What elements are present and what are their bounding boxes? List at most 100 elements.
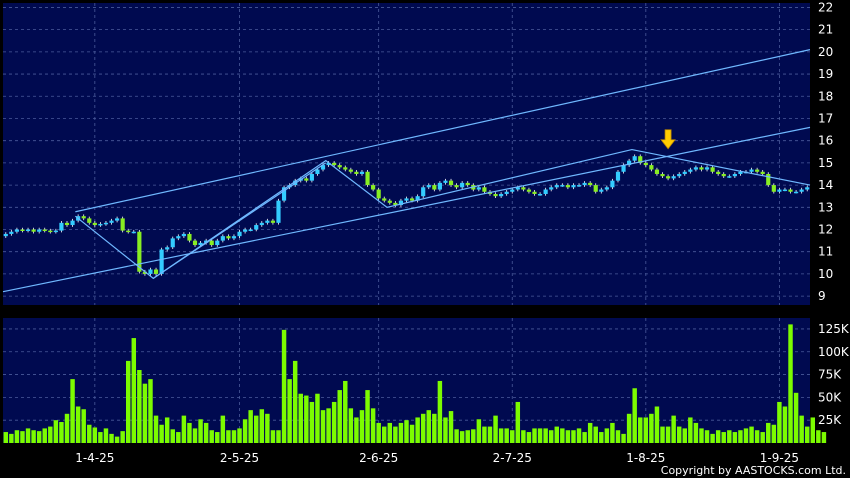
candle-body [493,193,498,197]
candle-body [537,193,543,196]
candle-body [181,233,186,237]
candle-body [276,200,281,223]
candle-body [465,182,470,186]
date-tick-label: 2-7-25 [493,451,532,465]
candle-body [437,182,442,190]
volume-bar [75,406,81,443]
volume-bar [810,417,816,443]
date-tick-label: 2-5-25 [220,451,259,465]
candle-body [482,187,487,192]
volume-bar [760,432,765,443]
volume-bar [276,430,281,443]
candle-body [198,242,203,246]
volume-bar [710,433,715,443]
candle-body [665,176,671,179]
volume-bar [571,430,576,443]
volume-bar [3,432,9,443]
volume-bar [693,422,699,443]
volume-bar [688,417,693,443]
candle-body [432,185,437,190]
volume-bar [493,415,498,443]
candle-body [649,165,654,170]
volume-bar [521,430,526,443]
volume-bar [799,415,804,443]
volume-bar [70,379,75,443]
volume-bar [593,426,598,443]
candle-body [688,169,693,172]
volume-bar [181,415,187,443]
volume-bar [727,430,732,443]
volume-bar [53,420,59,443]
candle-body [14,229,20,232]
volume-bar [582,432,587,443]
volume-bar [231,430,237,443]
volume-bar [654,406,660,443]
trend-line [152,162,327,279]
volume-bar [715,430,721,443]
candle-body [332,162,337,166]
volume-bar [560,428,565,443]
candle-body [37,229,42,232]
candle-body [799,189,804,192]
candle-body [103,222,109,225]
volume-bar [153,415,159,443]
volume-bar [682,428,688,443]
price-panel [3,3,810,305]
trend-line [74,148,811,280]
candle-body [793,191,799,194]
volume-bar [198,419,203,443]
volume-bar [537,428,543,443]
volume-bar [649,413,654,443]
volume-bar [387,422,393,443]
volume-bar [738,430,743,443]
candle-body [270,220,276,223]
candle-body [593,185,598,192]
candle-body [771,185,776,192]
volume-bar [565,430,571,443]
volume-bar [259,409,265,443]
volume-bar [743,428,749,443]
volume-bar [476,419,482,443]
candle-body [131,231,136,234]
date-tick-label: 1-8-25 [626,451,665,465]
candle-body [526,189,532,192]
candle-body [554,185,559,188]
candle-body [727,176,732,178]
volume-bar [459,431,465,443]
price-tick-label: 13 [818,200,833,214]
candle-body [576,185,582,187]
volume-bar [209,430,214,443]
candle-body [159,249,164,274]
volume-bar [192,428,198,443]
volume-bar [398,422,404,443]
candle-body [565,185,570,188]
volume-bar [164,417,170,443]
volume-bar [265,413,270,443]
candle-body [643,162,648,166]
volume-bar [777,401,782,443]
volume-bar [331,401,337,443]
volume-bar [543,428,548,443]
volume-bar [793,392,799,443]
candle-body [699,167,704,170]
candle-body [409,198,415,201]
candle-body [120,218,125,231]
candle-body [638,156,643,163]
candle-body [710,167,715,172]
volume-axis-ticks: 125K 100K 75K 50K 25K [818,322,850,427]
candle-body [343,167,348,170]
volume-bar [359,410,365,443]
candle-body [426,185,431,188]
candle-body [265,220,270,223]
volume-bar [604,428,610,443]
candle-body [371,185,376,190]
volume-bar [87,424,92,443]
candle-body [81,216,86,219]
candle-body [604,187,609,190]
volume-tick-label: 25K [818,413,842,427]
trend-line [75,49,811,213]
volume-bar [36,431,42,443]
volume-bar [732,432,738,443]
volume-bar [376,422,381,443]
candle-body [755,169,760,172]
